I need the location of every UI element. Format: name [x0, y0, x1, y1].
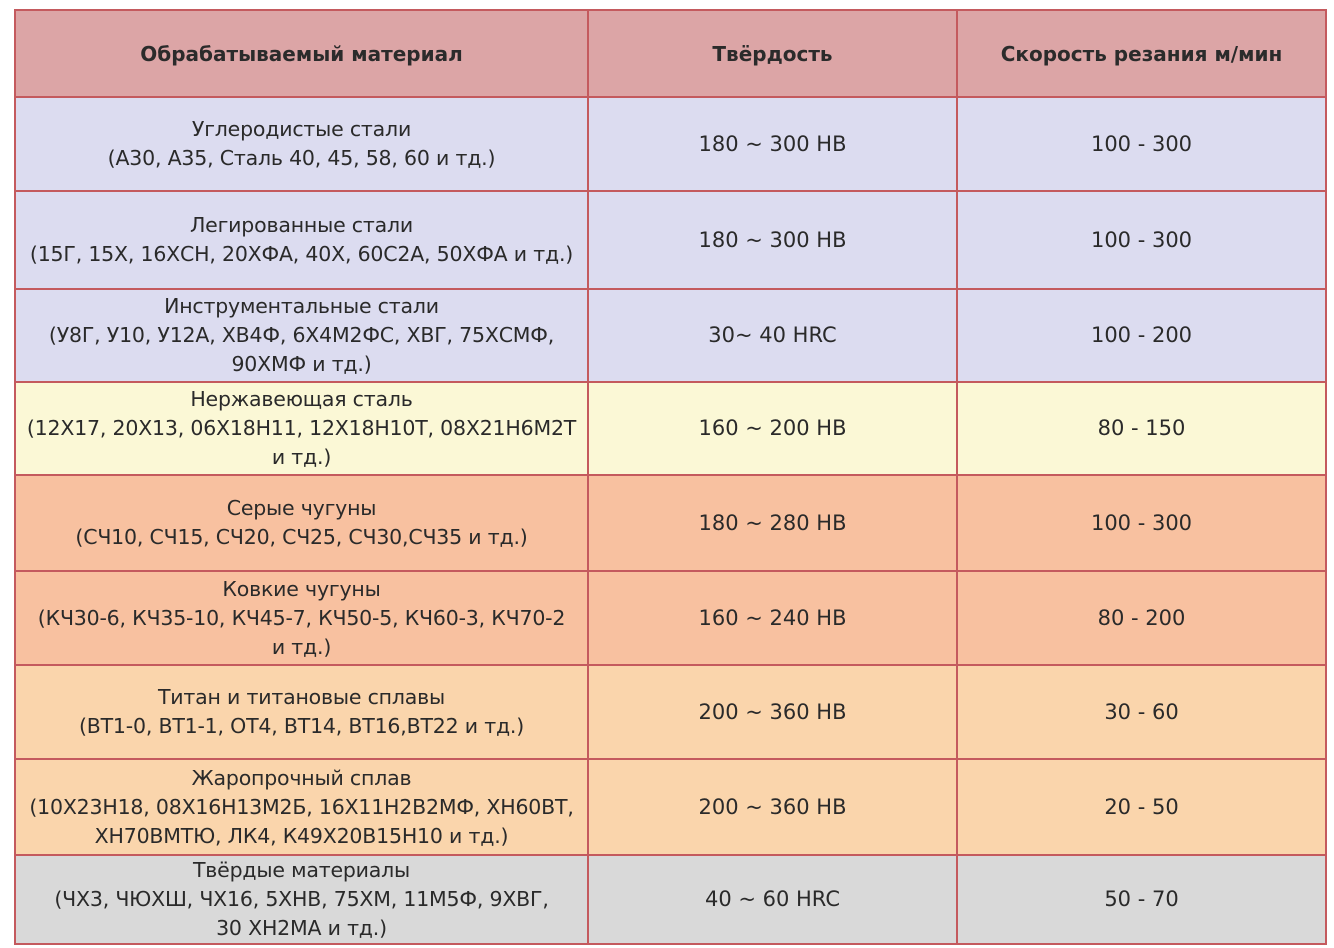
hardness-cell: 160 ~ 200 НВ: [587, 381, 958, 476]
table-row: Нержавеющая сталь (12Х17, 20Х13, 06Х18Н1…: [14, 381, 1327, 476]
header-material: Обрабатываемый материал: [14, 9, 589, 98]
material-cell: Твёрдые материалы (ЧХ3, ЧЮХШ, ЧХ16, 5ХНВ…: [14, 854, 589, 945]
cutting-speed-table: Обрабатываемый материал Твёрдость Скорос…: [14, 9, 1327, 945]
table-header: Обрабатываемый материал Твёрдость Скорос…: [14, 9, 1327, 98]
cutting-speed-cell: 50 - 70: [956, 854, 1327, 945]
table-body: Углеродистые стали (А30, А35, Сталь 40, …: [14, 96, 1327, 945]
material-cell: Жаропрочный сплав (10Х23Н18, 08Х16Н13М2Б…: [14, 758, 589, 856]
table-row: Легированные стали (15Г, 15Х, 16ХСН, 20Х…: [14, 190, 1327, 290]
table-row: Инструментальные стали (У8Г, У10, У12А, …: [14, 288, 1327, 383]
cutting-speed-cell: 80 - 150: [956, 381, 1327, 476]
table-row: Ковкие чугуны (КЧ30-6, КЧ35-10, КЧ45-7, …: [14, 570, 1327, 666]
header-row: Обрабатываемый материал Твёрдость Скорос…: [14, 9, 1327, 98]
material-cell: Инструментальные стали (У8Г, У10, У12А, …: [14, 288, 589, 383]
table-row: Жаропрочный сплав (10Х23Н18, 08Х16Н13М2Б…: [14, 758, 1327, 856]
material-cell: Серые чугуны (СЧ10, СЧ15, СЧ20, СЧ25, СЧ…: [14, 474, 589, 572]
table-row: Титан и титановые сплавы (ВТ1-0, ВТ1-1, …: [14, 664, 1327, 760]
cutting-speed-cell: 100 - 300: [956, 474, 1327, 572]
cutting-speed-cell: 80 - 200: [956, 570, 1327, 666]
material-cell: Легированные стали (15Г, 15Х, 16ХСН, 20Х…: [14, 190, 589, 290]
material-cell: Углеродистые стали (А30, А35, Сталь 40, …: [14, 96, 589, 192]
cutting-speed-cell: 100 - 200: [956, 288, 1327, 383]
material-cell: Титан и титановые сплавы (ВТ1-0, ВТ1-1, …: [14, 664, 589, 760]
hardness-cell: 200 ~ 360 НВ: [587, 758, 958, 856]
header-hardness: Твёрдость: [587, 9, 958, 98]
cutting-speed-cell: 100 - 300: [956, 96, 1327, 192]
material-cell: Ковкие чугуны (КЧ30-6, КЧ35-10, КЧ45-7, …: [14, 570, 589, 666]
cutting-speed-cell: 30 - 60: [956, 664, 1327, 760]
material-cell: Нержавеющая сталь (12Х17, 20Х13, 06Х18Н1…: [14, 381, 589, 476]
hardness-cell: 160 ~ 240 НВ: [587, 570, 958, 666]
cutting-speed-cell: 20 - 50: [956, 758, 1327, 856]
table-row: Твёрдые материалы (ЧХ3, ЧЮХШ, ЧХ16, 5ХНВ…: [14, 854, 1327, 945]
hardness-cell: 180 ~ 300 НВ: [587, 96, 958, 192]
hardness-cell: 30~ 40 HRC: [587, 288, 958, 383]
table-row: Углеродистые стали (А30, А35, Сталь 40, …: [14, 96, 1327, 192]
table-row: Серые чугуны (СЧ10, СЧ15, СЧ20, СЧ25, СЧ…: [14, 474, 1327, 572]
hardness-cell: 40 ~ 60 HRC: [587, 854, 958, 945]
hardness-cell: 200 ~ 360 НВ: [587, 664, 958, 760]
cutting-speed-cell: 100 - 300: [956, 190, 1327, 290]
hardness-cell: 180 ~ 280 НВ: [587, 474, 958, 572]
header-cutting-speed: Скорость резания м/мин: [956, 9, 1327, 98]
hardness-cell: 180 ~ 300 НВ: [587, 190, 958, 290]
